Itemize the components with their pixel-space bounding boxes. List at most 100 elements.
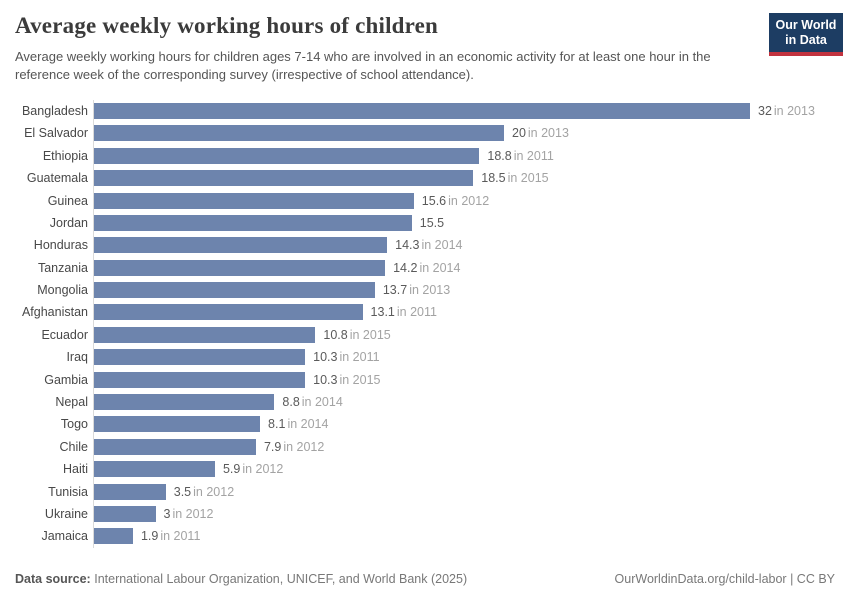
bar-track: 10.3 in 2011 xyxy=(93,346,850,369)
value-year: in 2011 xyxy=(513,148,554,163)
bar[interactable] xyxy=(94,282,375,299)
bar[interactable] xyxy=(94,125,504,142)
bar-track: 14.2 in 2014 xyxy=(93,256,850,279)
owid-logo[interactable]: Our World in Data xyxy=(769,13,843,56)
bar[interactable] xyxy=(94,416,261,433)
country-label: Tanzania xyxy=(37,260,88,275)
value-number: 18.5 xyxy=(481,171,506,186)
country-label: Guinea xyxy=(47,193,88,208)
value-year: in 2012 xyxy=(283,439,325,454)
chart-row: Guinea 15.6 in 2012 xyxy=(15,189,850,212)
bar[interactable] xyxy=(94,214,412,231)
value-label: 13.1 in 2011 xyxy=(371,305,437,319)
bar[interactable] xyxy=(94,394,275,411)
value-number: 10.3 xyxy=(313,372,338,387)
country-label: Togo xyxy=(60,417,88,432)
bar[interactable] xyxy=(94,102,750,119)
data-source-label: Data source: xyxy=(15,572,91,586)
bar-track: 1.9 in 2011 xyxy=(93,525,850,548)
bar[interactable] xyxy=(94,461,215,478)
value-number: 13.7 xyxy=(382,283,408,298)
value-number: 8.1 xyxy=(268,417,286,432)
country-label: Ukraine xyxy=(44,506,88,521)
value-year: in 2014 xyxy=(421,238,463,253)
value-number: 10.3 xyxy=(313,350,338,365)
chart-row: Gambia 10.3 in 2015 xyxy=(15,368,850,391)
value-label: 14.3 in 2014 xyxy=(395,238,462,252)
value-year: in 2013 xyxy=(773,103,815,118)
value-label: 10.3 in 2011 xyxy=(313,350,379,364)
value-year: in 2015 xyxy=(349,327,391,342)
value-year: in 2011 xyxy=(396,305,437,320)
country-label: Nepal xyxy=(55,395,88,410)
bar[interactable] xyxy=(94,528,133,545)
country-label: Haiti xyxy=(62,462,88,477)
chart-row: Nepal 8.8 in 2014 xyxy=(15,390,850,414)
bar-chart: Bangladesh 32 in 2013 El Salvador 20 in 2013 E… xyxy=(0,99,850,548)
value-year: in 2015 xyxy=(507,171,549,186)
chart-row: Jordan 15.5 xyxy=(15,211,850,235)
bar[interactable] xyxy=(94,505,156,522)
chart-header: Average weekly working hours of children… xyxy=(0,0,850,84)
bar[interactable] xyxy=(94,237,388,254)
chart-row: Chile 7.9 in 2012 xyxy=(15,435,850,458)
chart-row: Ukraine 3 in 2012 xyxy=(15,502,850,526)
bar-track: 13.7 in 2013 xyxy=(93,278,850,302)
bar-track: 18.8 in 2011 xyxy=(93,144,850,167)
value-label: 7.9 in 2012 xyxy=(264,440,324,454)
chart-row: Togo 8.1 in 2014 xyxy=(15,413,850,436)
value-number: 20 xyxy=(512,126,526,141)
bar-track: 13.1 in 2011 xyxy=(93,301,850,324)
country-label: Tunisia xyxy=(48,484,88,499)
bar[interactable] xyxy=(94,349,306,366)
value-number: 1.9 xyxy=(140,529,159,544)
value-year: in 2011 xyxy=(339,350,380,365)
chart-row: Honduras 14.3 in 2014 xyxy=(15,234,850,257)
bar[interactable] xyxy=(94,438,256,455)
chart-row: El Salvador 20 in 2013 xyxy=(15,122,850,145)
value-label: 15.6 in 2012 xyxy=(422,194,489,208)
bar-track: 10.3 in 2015 xyxy=(93,368,850,391)
owid-logo-line2: in Data xyxy=(785,32,827,47)
value-number: 10.8 xyxy=(323,327,348,342)
chart-row: Guatemala 18.5 in 2015 xyxy=(15,166,850,190)
value-year: in 2012 xyxy=(448,193,490,208)
value-number: 15.6 xyxy=(421,193,447,208)
country-label: Jordan xyxy=(49,215,88,230)
country-label: El Salvador xyxy=(24,126,88,141)
value-year: in 2013 xyxy=(527,126,569,141)
value-year: in 2012 xyxy=(193,484,235,499)
bar-track: 7.9 in 2012 xyxy=(93,435,850,458)
value-label: 18.5 in 2015 xyxy=(481,171,548,185)
bar[interactable] xyxy=(94,304,363,321)
bar[interactable] xyxy=(94,170,474,187)
bar-track: 15.6 in 2012 xyxy=(93,189,850,212)
page-title: Average weekly working hours of children xyxy=(15,13,439,38)
country-label: Bangladesh xyxy=(21,103,88,118)
bar[interactable] xyxy=(94,259,386,276)
country-label: Chile xyxy=(59,439,89,454)
chart-footer: Data source: International Labour Organi… xyxy=(15,572,835,586)
bar[interactable] xyxy=(94,326,316,343)
bar[interactable] xyxy=(94,147,480,164)
value-label: 3 in 2012 xyxy=(164,507,214,521)
bar[interactable] xyxy=(94,483,166,500)
chart-row: Bangladesh 32 in 2013 xyxy=(15,99,850,123)
value-number: 5.9 xyxy=(222,462,241,477)
value-label: 18.8 in 2011 xyxy=(487,149,553,163)
credit-link[interactable]: OurWorldinData.org/child-labor | CC BY xyxy=(614,572,835,586)
chart-row: Iraq 10.3 in 2011 xyxy=(15,346,850,369)
value-number: 15.5 xyxy=(419,215,445,230)
value-number: 8.8 xyxy=(282,395,300,410)
country-label: Ethiopia xyxy=(42,148,88,163)
bar-track: 8.1 in 2014 xyxy=(93,413,850,436)
chart-row: Ethiopia 18.8 in 2011 xyxy=(15,144,850,167)
value-number: 13.1 xyxy=(370,305,395,320)
bar-track: 3 in 2012 xyxy=(93,502,850,526)
value-number: 32 xyxy=(758,103,772,118)
bar[interactable] xyxy=(94,192,414,209)
chart-row: Jamaica 1.9 in 2011 xyxy=(15,525,850,548)
data-source-note: Data source: International Labour Organi… xyxy=(15,572,467,586)
bar[interactable] xyxy=(94,371,306,388)
